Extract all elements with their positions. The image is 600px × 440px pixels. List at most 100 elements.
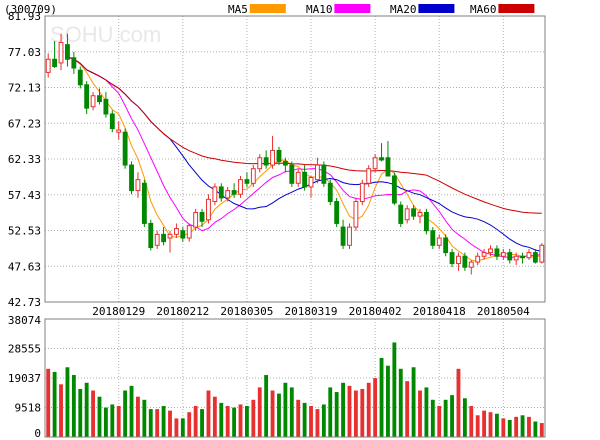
- candle-body: [315, 164, 320, 181]
- volume-bar: [180, 418, 185, 437]
- candle-body: [430, 230, 436, 246]
- candle: [231, 183, 237, 198]
- candle-body: [520, 255, 525, 259]
- price-tick-label: 47.63: [8, 260, 41, 273]
- candle: [308, 175, 314, 198]
- candle-body: [302, 171, 308, 188]
- candle-body: [90, 95, 96, 108]
- volume-bar: [174, 418, 179, 437]
- candle: [193, 208, 199, 231]
- candle-body: [295, 171, 301, 184]
- price-tick-label: 62.33: [8, 153, 41, 166]
- candle: [71, 51, 77, 74]
- candle: [109, 110, 115, 133]
- candle: [379, 143, 384, 162]
- legend-swatch-ma60: [498, 4, 535, 13]
- volume-bar: [424, 387, 429, 437]
- candle: [398, 201, 404, 228]
- volume-bar: [430, 399, 435, 437]
- volume-bar: [437, 406, 442, 437]
- volume-bar: [283, 382, 288, 437]
- candle: [423, 208, 429, 235]
- volume-bar: [97, 396, 102, 437]
- candle-body: [353, 201, 359, 228]
- candle-body: [65, 44, 70, 60]
- candle-body: [141, 182, 147, 224]
- volume-bar: [264, 375, 269, 437]
- volume-bar: [110, 404, 115, 437]
- candle: [302, 165, 308, 191]
- candle: [359, 179, 365, 206]
- candle-body: [411, 208, 417, 217]
- volume-bar: [456, 368, 461, 437]
- candle-body: [103, 98, 109, 115]
- volume-bar: [353, 390, 358, 437]
- candle-body: [225, 190, 231, 199]
- price-tick-label: 67.23: [8, 117, 41, 130]
- volume-bar: [296, 399, 301, 437]
- volume-bar: [527, 416, 531, 437]
- candle-body: [404, 208, 410, 221]
- legend-label-ma5: MA5: [228, 3, 248, 16]
- candlesticks: [45, 33, 545, 275]
- candle: [167, 230, 173, 253]
- volume-bar: [328, 387, 333, 437]
- candle-body: [308, 176, 314, 188]
- candle-body: [58, 41, 64, 64]
- price-tick-label: 57.43: [8, 189, 41, 202]
- candle-body: [327, 182, 333, 203]
- candle: [180, 227, 186, 242]
- candle-body: [154, 233, 160, 246]
- volume-bar: [84, 382, 89, 437]
- candle-body: [116, 129, 122, 133]
- date-tick-label: 20180212: [156, 305, 209, 318]
- candle: [500, 248, 506, 260]
- volume-bars: [46, 342, 544, 437]
- candle: [276, 146, 282, 166]
- candle-body: [532, 252, 538, 263]
- volume-bar: [366, 382, 371, 437]
- legend-label-ma10: MA10: [306, 3, 333, 16]
- candle: [186, 223, 192, 242]
- price-tick-label: 42.73: [8, 296, 41, 309]
- volume-bar: [373, 378, 378, 437]
- candle-body: [366, 168, 372, 184]
- candle-body: [423, 211, 429, 232]
- candle: [456, 252, 461, 271]
- candle-body: [417, 211, 423, 217]
- date-axis: 20180129 20180212 20180305 20180319 20180402…: [92, 305, 530, 318]
- volume-y-axis: 38074 28555 19037 9518 0: [8, 314, 41, 440]
- volume-bar: [398, 368, 403, 437]
- volume-bar: [277, 393, 281, 437]
- volume-bar: [142, 399, 147, 437]
- candle: [257, 154, 263, 173]
- volume-bar: [321, 404, 326, 437]
- candle-body: [456, 255, 461, 265]
- price-tick-label: 81.93: [8, 10, 41, 23]
- candle-body: [148, 222, 154, 248]
- candle: [295, 168, 301, 187]
- legend-swatch-ma10: [334, 4, 371, 13]
- volume-bar: [225, 406, 230, 437]
- candle-body: [212, 186, 218, 203]
- candle: [532, 248, 538, 264]
- volume-bar: [469, 406, 474, 437]
- volume-tick-label: 38074: [8, 314, 41, 327]
- candle-body: [359, 182, 365, 203]
- legend-swatch-ma5: [249, 4, 286, 13]
- candle: [77, 66, 83, 89]
- candle: [334, 197, 340, 228]
- candle: [520, 252, 525, 264]
- candle-body: [334, 201, 340, 224]
- volume-bar: [533, 421, 538, 437]
- candle: [270, 135, 275, 169]
- volume-bar: [193, 406, 198, 437]
- volume-bar: [392, 342, 397, 437]
- volume-bar: [488, 412, 493, 437]
- volume-bar: [405, 381, 410, 437]
- volume-bar: [501, 418, 506, 437]
- candle: [90, 92, 96, 111]
- volume-bar: [129, 385, 134, 437]
- candle-body: [231, 190, 237, 195]
- candle-body: [398, 204, 404, 224]
